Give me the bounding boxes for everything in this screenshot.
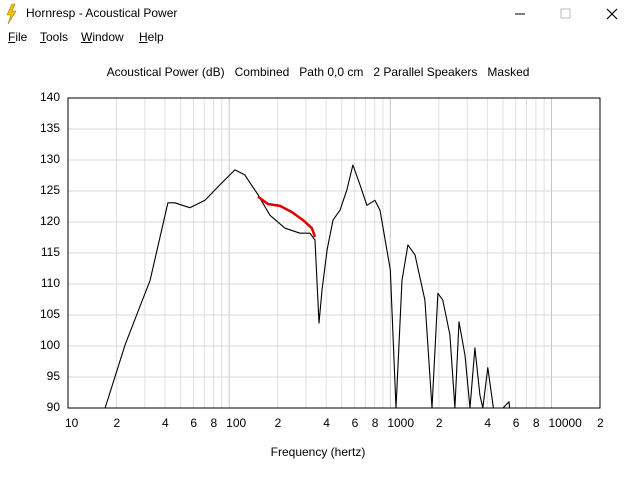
title-bar: Hornresp - Acoustical Power xyxy=(0,0,636,28)
app-icon xyxy=(6,3,17,25)
x-tick-label: 2 xyxy=(275,416,282,430)
menu-item[interactable]: Help xyxy=(139,30,164,44)
y-tick-label: 125 xyxy=(40,183,60,197)
menu-item[interactable]: Tools xyxy=(40,30,69,44)
y-tick-label: 130 xyxy=(40,152,60,166)
y-tick-label: 90 xyxy=(47,400,61,414)
x-tick-label: 8 xyxy=(533,416,540,430)
y-tick-label: 115 xyxy=(41,245,60,259)
x-tick-label: 10 xyxy=(65,416,79,430)
y-tick-label: 140 xyxy=(40,90,60,104)
x-tick-label: 6 xyxy=(513,416,520,430)
series-line xyxy=(104,164,511,409)
x-tick-label: 4 xyxy=(484,416,491,430)
chart-title: Acoustical Power (dB) Combined Path 0,0 … xyxy=(107,65,530,79)
menu-item[interactable]: File xyxy=(8,30,28,44)
y-tick-label: 110 xyxy=(41,276,60,290)
x-tick-label: 2 xyxy=(597,416,604,430)
close-button[interactable] xyxy=(606,8,618,20)
x-tick-label: 4 xyxy=(162,416,169,430)
x-tick-label: 2 xyxy=(436,416,443,430)
maximize-button[interactable] xyxy=(560,8,571,19)
y-tick-label: 95 xyxy=(47,369,61,383)
y-tick-label: 105 xyxy=(40,307,60,321)
chart: Acoustical Power (dB) Combined Path 0,0 … xyxy=(40,65,604,459)
menu-item[interactable]: Window xyxy=(81,30,124,44)
x-axis-label: Frequency (hertz) xyxy=(271,445,366,459)
x-tick-label: 4 xyxy=(323,416,330,430)
x-tick-label: 2 xyxy=(114,416,121,430)
x-tick-label: 8 xyxy=(211,416,218,430)
x-tick-label: 6 xyxy=(190,416,197,430)
x-tick-label: 1000 xyxy=(387,416,414,430)
x-tick-label: 8 xyxy=(372,416,379,430)
title-icons xyxy=(6,3,618,25)
y-tick-label: 135 xyxy=(40,121,60,135)
window-title: Hornresp - Acoustical Power xyxy=(26,6,178,20)
y-tick-label: 100 xyxy=(40,338,60,352)
x-tick-label: 6 xyxy=(352,416,359,430)
x-tick-label: 10000 xyxy=(548,416,582,430)
plot-border xyxy=(67,97,601,409)
series-line xyxy=(257,195,317,238)
y-tick-label: 120 xyxy=(40,214,60,228)
menu-bar: File Tools Window Help xyxy=(0,28,636,47)
x-tick-label: 100 xyxy=(226,416,246,430)
